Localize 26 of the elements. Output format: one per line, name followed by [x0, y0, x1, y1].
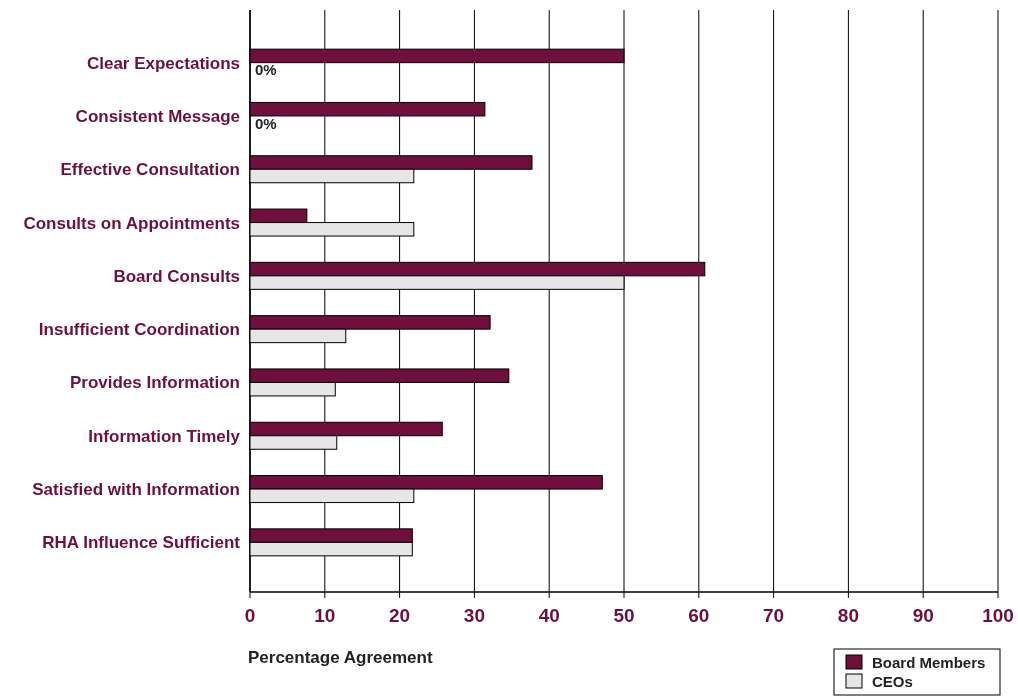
y-tick-label: Consistent Message: [75, 106, 240, 126]
x-tick-label: 20: [389, 605, 411, 626]
x-tick-label: 30: [463, 605, 485, 626]
y-tick-label: Satisfied with Information: [32, 480, 240, 500]
data-label: 0%: [255, 61, 277, 79]
x-tick-label: 60: [688, 605, 710, 626]
legend-label: Board Members: [872, 654, 986, 671]
x-tick-label: 100: [982, 605, 1014, 626]
y-tick-label: Provides Information: [69, 373, 240, 393]
x-tick-label: 0: [244, 605, 256, 626]
y-tick-label: Consults on Appointments: [23, 213, 240, 233]
x-tick-label: 40: [538, 605, 560, 626]
x-tick-label: 70: [763, 605, 785, 626]
x-axis-title: Percentage Agreement: [248, 648, 433, 667]
y-tick-label: RHA Influence Sufficient: [42, 533, 241, 553]
data-label: 0%: [255, 114, 277, 132]
y-tick-label: Board Consults: [113, 266, 240, 286]
y-tick-label: Information Timely: [88, 426, 241, 446]
y-tick-label: Effective Consultation: [60, 160, 240, 180]
x-tick-label: 50: [613, 605, 635, 626]
legend-label: CEOs: [872, 673, 913, 690]
x-tick-label: 90: [912, 605, 934, 626]
x-tick-label: 10: [314, 605, 336, 626]
x-tick-label: 80: [837, 605, 859, 626]
y-tick-label: Insufficient Coordination: [38, 320, 240, 340]
y-tick-label: Clear Expectations: [86, 53, 240, 73]
